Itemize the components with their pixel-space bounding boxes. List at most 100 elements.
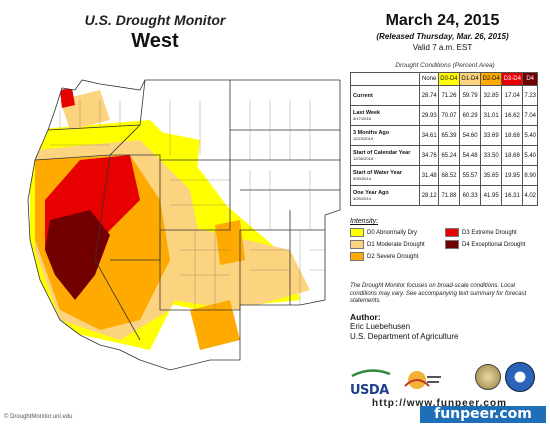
row-label-text: Start of Calendar Year: [353, 149, 411, 156]
row-label: Current: [349, 85, 421, 106]
watermark-banner: funpeer.com: [420, 406, 546, 423]
table-cell: 34.61: [419, 125, 439, 146]
table-cell: 19.95: [501, 165, 524, 186]
table-cell: 59.79: [459, 85, 482, 106]
row-label-date: 3/17/2015: [353, 115, 371, 121]
legend-label: D1 Moderate Drought: [367, 241, 425, 248]
valid-time: Valid 7 a.m. EST: [412, 43, 473, 52]
logo-strip: USDA: [345, 360, 545, 400]
table-cell: 33.69: [480, 125, 503, 146]
disclaimer-note: The Drought Monitor focuses on broad-sca…: [350, 283, 527, 304]
legend-item: D2 Severe Drought: [350, 252, 445, 261]
legend-label: D2 Severe Drought: [367, 253, 419, 260]
legend-swatch: [350, 240, 364, 249]
table-cell: 16.31: [501, 185, 524, 206]
usda-wordmark: USDA: [350, 383, 389, 398]
doc-seal-icon: [475, 364, 501, 390]
table-cell: 5.40: [522, 125, 538, 146]
region-title: West: [131, 30, 179, 52]
table-cell: 60.29: [459, 105, 482, 126]
map-date: March 24, 2015: [385, 12, 500, 29]
column-header: D3-D4: [501, 72, 524, 86]
drought-center-logo-icon: [404, 371, 441, 389]
table-body: Current 28.74 71.26 59.79 32.85 17.04 7.23 Last…: [349, 85, 538, 206]
table-cell: 41.95: [480, 185, 503, 206]
table-cell: 29.93: [419, 105, 439, 126]
column-header: D4: [522, 72, 538, 86]
row-label-date: 12/23/2014: [353, 135, 374, 141]
legend-item: D4 Exceptional Drought: [445, 240, 540, 249]
legend-label: D4 Exceptional Drought: [462, 241, 526, 248]
table-cell: 35.65: [480, 165, 503, 186]
legend-swatch: [445, 228, 459, 237]
table-row: Last Week 3/17/2015 29.93 70.07 60.29 31.01 16…: [349, 105, 538, 126]
legend-swatch: [445, 240, 459, 249]
author-org: U.S. Department of Agriculture: [350, 332, 459, 341]
drought-stats-table: None D0-D4 D1-D4 D2-D4 D3-D4 D4 Current 2…: [349, 72, 538, 206]
table-cell: 16.62: [501, 105, 524, 126]
row-label: Last Week 3/17/2015: [349, 105, 421, 126]
row-label-text: One Year Ago: [353, 189, 389, 196]
table-cell: 65.39: [437, 125, 461, 146]
date-block: March 24, 2015 (Released Thursday, Mar. …: [345, 12, 540, 52]
row-label-date: 12/30/2014: [353, 155, 374, 161]
author-name: Eric Luebehusen: [350, 322, 411, 331]
table-cell: 7.23: [522, 85, 538, 106]
table-cell: 55.57: [459, 165, 482, 186]
row-label: 3 Months Ago 12/23/2014: [349, 125, 421, 146]
legend-swatch: [350, 228, 364, 237]
row-label: One Year Ago 3/25/2014: [349, 185, 421, 206]
legend-item: D1 Moderate Drought: [350, 240, 445, 249]
corner-cell: [349, 72, 421, 86]
column-header: D1-D4: [459, 72, 482, 86]
legend-item: D3 Extreme Drought: [445, 228, 540, 237]
column-header: D0-D4: [437, 72, 461, 86]
table-cell: 33.50: [480, 145, 503, 166]
table-cell: 71.26: [437, 85, 461, 106]
table-cell: 8.90: [522, 165, 538, 186]
row-label-text: 3 Months Ago: [353, 129, 390, 136]
row-label: Start of Water Year 9/30/2014: [349, 165, 421, 186]
usda-logo: USDA: [350, 365, 392, 398]
table-cell: 34.76: [419, 145, 439, 166]
table-row: 3 Months Ago 12/23/2014 34.61 65.39 54.60 33.…: [349, 125, 538, 146]
table-cell: 5.40: [522, 145, 538, 166]
legend-swatch: [350, 252, 364, 261]
row-label-text: Current: [353, 92, 373, 99]
source-credit: © DroughtMonitor.unl.edu: [4, 414, 73, 420]
table-row: Start of Calendar Year 12/30/2014 34.76 65.…: [349, 145, 538, 166]
row-label-text: Start of Water Year: [353, 169, 402, 176]
table-cell: 28.74: [419, 85, 439, 106]
table-caption: Drought Conditions (Percent Area): [395, 62, 495, 69]
watermark-url: http://www.funpeer.com: [372, 398, 507, 409]
row-label-date: 9/30/2014: [353, 175, 371, 181]
release-date: (Released Thursday, Mar. 26, 2015): [376, 32, 509, 41]
author-label: Author:: [350, 312, 381, 322]
legend-item: D0 Abnormally Dry: [350, 228, 445, 237]
table-row: Start of Water Year 9/30/2014 31.48 68.52 55…: [349, 165, 538, 186]
table-cell: 31.48: [419, 165, 439, 186]
map-title-line: U.S. Drought Monitor: [84, 12, 226, 28]
table-row: Current 28.74 71.26 59.79 32.85 17.04 7.23: [349, 85, 538, 106]
row-label-date: 3/25/2014: [353, 195, 371, 201]
table-cell: 54.48: [459, 145, 482, 166]
table-cell: 65.24: [437, 145, 461, 166]
table-cell: 18.68: [501, 125, 524, 146]
table-cell: 71.88: [437, 185, 461, 206]
table-cell: 18.68: [501, 145, 524, 166]
table-cell: 7.04: [522, 105, 538, 126]
row-label: Start of Calendar Year 12/30/2014: [349, 145, 421, 166]
row-label-text: Last Week: [353, 109, 381, 116]
table-cell: 17.04: [501, 85, 524, 106]
column-header: D2-D4: [480, 72, 503, 86]
map-title: U.S. Drought Monitor West: [30, 12, 280, 53]
legend-label: D0 Abnormally Dry: [367, 229, 418, 236]
table-cell: 32.85: [480, 85, 503, 106]
legend-title: Intensity:: [350, 218, 379, 225]
table-cell: 68.52: [437, 165, 461, 186]
table-cell: 31.01: [480, 105, 503, 126]
table-header-row: None D0-D4 D1-D4 D2-D4 D3-D4 D4: [349, 72, 538, 86]
column-header: None: [419, 72, 439, 86]
usda-swoosh-icon: [351, 369, 391, 378]
drought-map: [27, 79, 341, 371]
